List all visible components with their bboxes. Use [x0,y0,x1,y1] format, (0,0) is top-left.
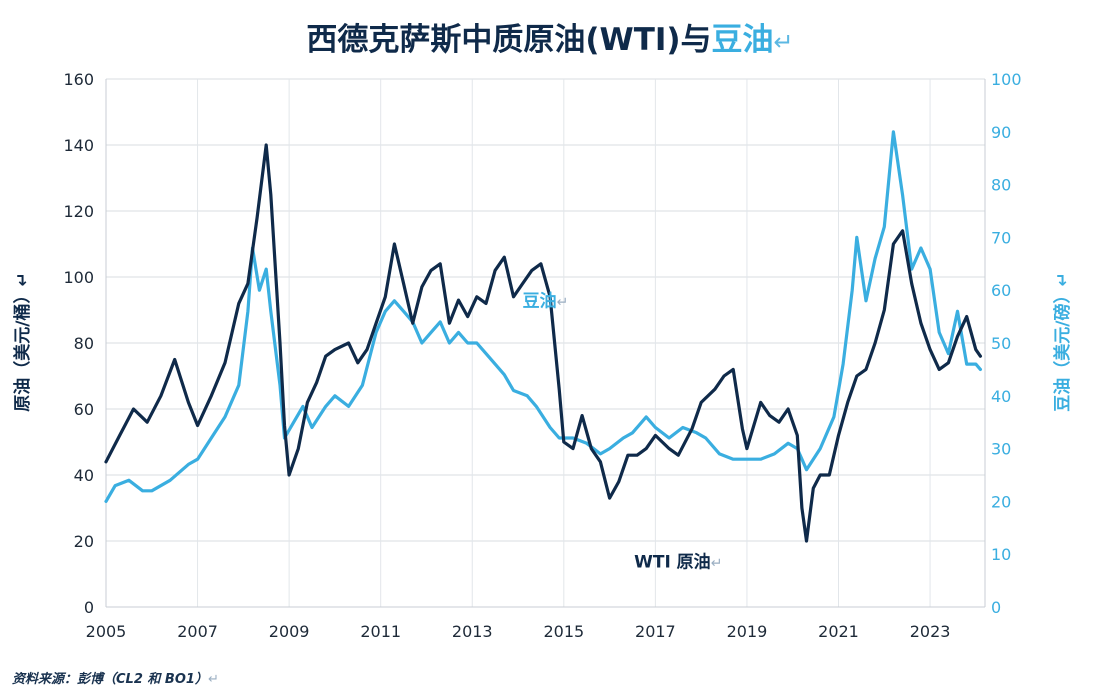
right-tick-label: 40 [991,387,1011,406]
x-tick-label: 2015 [543,622,584,641]
x-tick-label: 2011 [360,622,401,641]
left-tick-label: 160 [63,70,94,89]
title-highlight: 豆油 [711,22,774,58]
title-return-mark: ↵ [773,28,794,56]
right-tick-label: 100 [991,70,1022,89]
x-tick-label: 2023 [910,622,951,641]
right-tick-label: 70 [991,228,1011,247]
source-return-mark: ↵ [207,672,219,687]
wti-label: WTI 原油↵ [634,551,722,572]
left-tick-label: 100 [63,268,94,287]
x-tick-label: 2007 [177,622,218,641]
source-note: 资料来源：彭博（CL2 和 BO1）↵ [12,668,219,687]
series-layer [104,130,982,543]
annotation-layer: 豆油↵ WTI 原油↵ [523,291,723,573]
right-tick-label: 60 [991,281,1011,300]
x-tick-label: 2009 [269,622,310,641]
left-tick-label: 40 [74,466,94,485]
left-axis-ticks: 0 20 40 60 80 100 120 140 160 [63,70,94,617]
dual-axis-line-chart: 0 20 40 60 80 100 120 140 160 0 10 20 30 40 50 60 70 80 9… [12,70,1073,641]
soybean-oil-label: 豆油↵ [523,291,569,312]
right-tick-label: 90 [991,123,1011,142]
source-text: 资料来源：彭博（CL2 和 BO1） [12,672,208,687]
chart-title: 西德克萨斯中质原油(WTI)与豆油↵ [0,14,1100,59]
left-tick-label: 20 [74,532,94,551]
left-tick-label: 80 [74,334,94,353]
right-tick-label: 30 [991,440,1011,459]
label-return-mark: ↵ [557,295,569,311]
title-main: 西德克萨斯中质原油(WTI)与 [306,22,712,58]
left-tick-label: 0 [84,598,94,617]
right-tick-label: 80 [991,176,1011,195]
soybean-oil-series-line [104,130,982,503]
x-tick-label: 2017 [635,622,676,641]
x-tick-label: 2013 [452,622,493,641]
x-axis-ticks: 2005 2007 2009 2011 2013 2015 2017 2019 2021 2023 [86,622,951,641]
left-axis-title: 原油（美元/桶）↵ [12,272,33,411]
right-tick-label: 0 [991,598,1001,617]
right-tick-label: 20 [991,492,1011,511]
x-tick-label: 2005 [86,622,127,641]
x-tick-label: 2019 [727,622,768,641]
gridlines [105,78,986,608]
wti-series-line [104,143,982,543]
label-return-mark: ↵ [711,555,723,571]
x-tick-label: 2021 [818,622,859,641]
right-tick-label: 50 [991,334,1011,353]
right-axis-title: 豆油（美元/磅）↵ [1052,272,1073,411]
left-tick-label: 140 [63,136,94,155]
left-tick-label: 120 [63,202,94,221]
left-tick-label: 60 [74,400,94,419]
right-tick-label: 10 [991,545,1011,564]
right-axis-ticks: 0 10 20 30 40 50 60 70 80 90 100 [991,70,1022,617]
